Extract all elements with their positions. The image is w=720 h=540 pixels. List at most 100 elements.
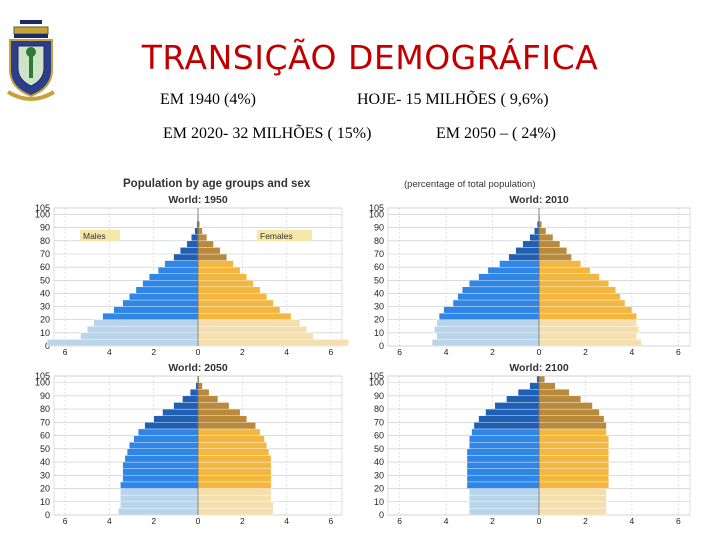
female-bar bbox=[538, 375, 545, 383]
male-bar bbox=[153, 415, 199, 423]
y-tick-label: 20 bbox=[374, 315, 384, 325]
x-tick-label: 6 bbox=[676, 516, 681, 526]
male-bar bbox=[142, 280, 199, 288]
female-bar bbox=[538, 312, 637, 320]
female-bar bbox=[197, 395, 219, 403]
female-bar bbox=[197, 428, 261, 436]
female-bar bbox=[197, 286, 261, 294]
x-tick-label: 0 bbox=[537, 347, 542, 357]
x-tick-label: 2 bbox=[490, 516, 495, 526]
y-tick-label: 0 bbox=[45, 510, 50, 520]
y-tick-label: 40 bbox=[40, 457, 50, 467]
male-bar bbox=[436, 332, 540, 340]
female-bar bbox=[197, 422, 256, 430]
female-bar bbox=[538, 293, 621, 301]
y-tick-label: 60 bbox=[374, 431, 384, 441]
y-tick-label: 60 bbox=[374, 262, 384, 272]
male-bar bbox=[462, 286, 540, 294]
female-bar bbox=[197, 234, 208, 242]
male-bar bbox=[499, 260, 540, 268]
y-tick-label: 80 bbox=[40, 236, 50, 246]
male-bar bbox=[443, 306, 540, 314]
y-tick-label: 90 bbox=[374, 223, 384, 233]
female-bar bbox=[538, 247, 568, 255]
male-bar bbox=[466, 455, 540, 463]
y-tick-label: 70 bbox=[40, 417, 50, 427]
y-tick-label: 100 bbox=[369, 378, 384, 388]
male-bar bbox=[118, 508, 199, 516]
female-bar bbox=[197, 266, 241, 274]
male-bar bbox=[195, 382, 199, 390]
female-bar bbox=[197, 475, 272, 483]
female-bar bbox=[538, 494, 607, 502]
female-bar bbox=[197, 299, 274, 307]
female-bar bbox=[538, 339, 642, 347]
female-bar bbox=[538, 422, 607, 430]
y-tick-label: 105 bbox=[35, 371, 50, 381]
y-tick-label: 100 bbox=[369, 210, 384, 220]
female-bar bbox=[197, 312, 292, 320]
y-tick-label: 100 bbox=[35, 378, 50, 388]
male-bar bbox=[191, 234, 199, 242]
female-bar bbox=[538, 389, 570, 397]
legend-females: Females bbox=[260, 231, 293, 241]
male-bar bbox=[436, 319, 540, 327]
male-bar bbox=[529, 234, 540, 242]
x-tick-label: 6 bbox=[329, 347, 334, 357]
x-tick-label: 4 bbox=[630, 516, 635, 526]
male-bar bbox=[434, 326, 540, 334]
female-bar bbox=[538, 273, 600, 281]
male-bar bbox=[138, 428, 199, 436]
female-bar bbox=[538, 461, 609, 469]
female-bar bbox=[197, 415, 247, 423]
x-tick-label: 6 bbox=[397, 347, 402, 357]
female-bar bbox=[538, 266, 591, 274]
male-bar bbox=[473, 422, 540, 430]
male-bar bbox=[469, 435, 540, 443]
female-bar bbox=[538, 501, 607, 509]
female-bar bbox=[197, 273, 247, 281]
y-tick-label: 10 bbox=[374, 328, 384, 338]
female-bar bbox=[197, 448, 270, 456]
y-tick-label: 60 bbox=[40, 262, 50, 272]
y-tick-label: 30 bbox=[374, 470, 384, 480]
female-bar bbox=[538, 280, 609, 288]
female-bar bbox=[197, 293, 267, 301]
y-tick-label: 70 bbox=[374, 417, 384, 427]
y-tick-label: 100 bbox=[35, 210, 50, 220]
female-bar bbox=[197, 382, 203, 390]
x-tick-label: 2 bbox=[151, 516, 156, 526]
female-bar bbox=[538, 332, 637, 340]
y-tick-label: 70 bbox=[374, 249, 384, 259]
male-bar bbox=[124, 455, 199, 463]
male-bar bbox=[113, 306, 199, 314]
y-tick-label: 40 bbox=[374, 288, 384, 298]
male-bar bbox=[469, 280, 540, 288]
y-tick-label: 50 bbox=[40, 444, 50, 454]
y-tick-label: 50 bbox=[374, 444, 384, 454]
female-bar bbox=[197, 280, 254, 288]
y-tick-label: 0 bbox=[379, 341, 384, 351]
male-bar bbox=[173, 402, 199, 410]
y-tick-label: 105 bbox=[369, 203, 384, 213]
male-bar bbox=[534, 227, 540, 235]
female-bar bbox=[538, 448, 609, 456]
y-tick-label: 50 bbox=[40, 275, 50, 285]
y-tick-label: 70 bbox=[40, 249, 50, 259]
y-tick-label: 10 bbox=[40, 328, 50, 338]
population-pyramid-chart: Population by age groups and sex (percent… bbox=[35, 178, 691, 526]
female-bar bbox=[538, 382, 556, 390]
male-bar bbox=[129, 442, 199, 449]
female-bar bbox=[538, 415, 605, 423]
male-bar bbox=[469, 442, 540, 449]
y-tick-label: 30 bbox=[40, 470, 50, 480]
male-bar bbox=[469, 508, 540, 516]
male-bar bbox=[182, 395, 199, 403]
female-bar bbox=[197, 461, 272, 469]
male-bar bbox=[135, 286, 199, 294]
male-bar bbox=[478, 273, 540, 281]
female-bar bbox=[538, 402, 593, 410]
y-tick-label: 90 bbox=[40, 223, 50, 233]
male-bar bbox=[536, 375, 540, 383]
x-tick-label: 2 bbox=[151, 347, 156, 357]
